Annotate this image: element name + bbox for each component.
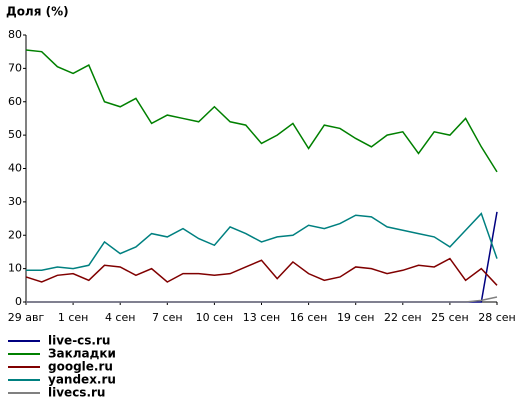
x-tick-label: 28 сен	[478, 311, 516, 324]
y-tick-label: 70	[8, 61, 22, 74]
legend-label: Закладки	[48, 347, 116, 361]
legend-label: google.ru	[48, 360, 113, 374]
y-tick-label: 60	[8, 95, 22, 108]
x-tick-label: 25 сен	[431, 311, 469, 324]
legend-label: livecs.ru	[48, 386, 105, 400]
series-line	[26, 296, 498, 303]
series-line	[26, 211, 498, 303]
x-tick-label: 19 сен	[337, 311, 375, 324]
y-tick-label: 0	[15, 295, 22, 308]
y-tick-label: 20	[8, 228, 22, 241]
x-tick-label: 29 авг	[8, 311, 45, 324]
x-tick-label: 16 сен	[290, 311, 328, 324]
y-tick-label: 10	[8, 262, 22, 275]
y-tick-label: 50	[8, 128, 22, 141]
series-line	[26, 212, 498, 272]
legend-label: live-cs.ru	[48, 334, 110, 348]
x-tick-label: 7 сен	[152, 311, 183, 324]
legend-label: yandex.ru	[48, 373, 116, 387]
y-tick-label: 40	[8, 162, 22, 175]
series-line	[25, 49, 498, 173]
y-tick-label: 30	[8, 195, 22, 208]
x-tick-label: 13 сен	[243, 311, 281, 324]
series-line	[25, 257, 498, 286]
x-tick-label: 10 сен	[196, 311, 234, 324]
x-tick-label: 1 сен	[58, 311, 89, 324]
chart-title: Доля (%)	[6, 5, 69, 19]
y-tick-label: 80	[8, 28, 22, 41]
x-tick-label: 4 сен	[105, 311, 136, 324]
x-tick-label: 22 сен	[384, 311, 422, 324]
